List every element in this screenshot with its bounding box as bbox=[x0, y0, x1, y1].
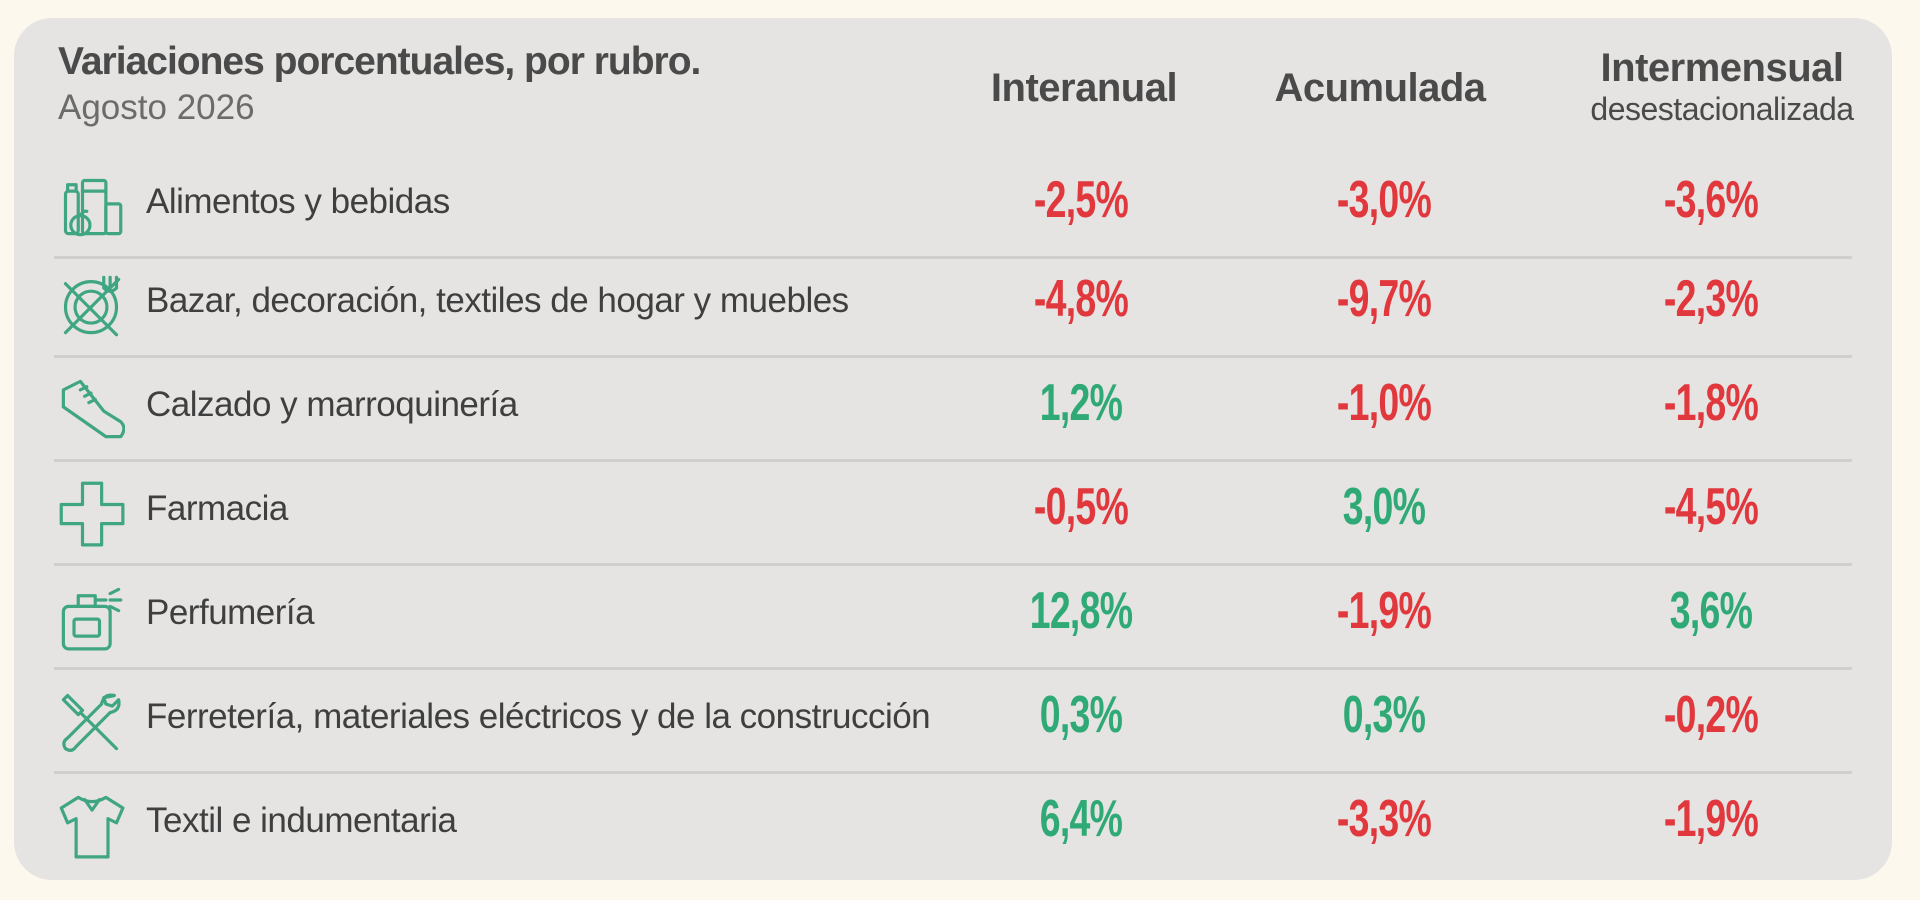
value-cell-col1: -4,8% bbox=[1033, 270, 1129, 328]
value-cell-col3: 3,6% bbox=[1669, 582, 1753, 640]
grocery-icon bbox=[57, 172, 125, 240]
plate-cutlery-icon bbox=[57, 271, 125, 339]
row-divider bbox=[54, 459, 1852, 462]
table-subtitle: Agosto 2026 bbox=[58, 88, 255, 127]
value-cell-col2: -9,7% bbox=[1336, 270, 1432, 328]
value-cell-col2: -3,3% bbox=[1336, 790, 1432, 848]
value-cell-col1: 0,3% bbox=[1039, 686, 1123, 744]
value-cell-col1: 12,8% bbox=[1029, 582, 1133, 640]
value-cell-col3: -0,2% bbox=[1663, 686, 1759, 744]
column-header-intermensual: Intermensual desestacionalizada bbox=[1552, 46, 1892, 128]
table-row: Calzado y marroquinería 1,2% -1,0% -1,8% bbox=[54, 359, 1852, 462]
value-cell-col1: -0,5% bbox=[1033, 478, 1129, 536]
value-cell-col2: -1,9% bbox=[1336, 582, 1432, 640]
row-divider bbox=[54, 771, 1852, 774]
column-header-intermensual-main: Intermensual bbox=[1600, 46, 1844, 90]
value-cell-col1: -2,5% bbox=[1033, 171, 1129, 229]
table-row: Bazar, decoración, textiles de hogar y m… bbox=[54, 255, 1852, 358]
value-cell-col3: -3,6% bbox=[1663, 171, 1759, 229]
row-label: Textil e indumentaria bbox=[146, 801, 457, 840]
value-cell-col3: -4,5% bbox=[1663, 478, 1759, 536]
row-label: Ferretería, materiales eléctricos y de l… bbox=[146, 697, 931, 736]
value-cell-col3: -1,9% bbox=[1663, 790, 1759, 848]
row-label: Calzado y marroquinería bbox=[146, 385, 518, 424]
value-cell-col2: -1,0% bbox=[1336, 374, 1432, 432]
row-divider bbox=[54, 355, 1852, 358]
column-header-acumulada: Acumulada bbox=[1274, 66, 1486, 110]
table-row: Farmacia -0,5% 3,0% -4,5% bbox=[54, 463, 1852, 566]
table-row: Alimentos y bebidas -2,5% -3,0% -3,6% bbox=[54, 156, 1852, 259]
value-cell-col2: 0,3% bbox=[1342, 686, 1426, 744]
row-label: Farmacia bbox=[146, 489, 288, 528]
value-cell-col3: -2,3% bbox=[1663, 270, 1759, 328]
row-label: Perfumería bbox=[146, 593, 315, 632]
shirt-icon bbox=[57, 791, 125, 859]
row-label: Bazar, decoración, textiles de hogar y m… bbox=[146, 281, 849, 320]
perfume-icon bbox=[57, 583, 125, 651]
table-row: Textil e indumentaria 6,4% -3,3% -1,9% bbox=[54, 775, 1852, 878]
table-row: Ferretería, materiales eléctricos y de l… bbox=[54, 671, 1852, 774]
row-divider bbox=[54, 667, 1852, 670]
row-divider bbox=[54, 563, 1852, 566]
pharmacy-cross-icon bbox=[57, 479, 125, 547]
table-card bbox=[14, 18, 1892, 880]
column-header-intermensual-sub: desestacionalizada bbox=[1590, 91, 1854, 127]
tools-icon bbox=[57, 687, 125, 755]
value-cell-col3: -1,8% bbox=[1663, 374, 1759, 432]
shoe-icon bbox=[57, 375, 126, 443]
table-row: Perfumería 12,8% -1,9% 3,6% bbox=[54, 567, 1852, 670]
value-cell-col1: 1,2% bbox=[1039, 374, 1123, 432]
column-header-interanual: Interanual bbox=[990, 66, 1178, 110]
value-cell-col2: 3,0% bbox=[1342, 478, 1426, 536]
value-cell-col2: -3,0% bbox=[1336, 171, 1432, 229]
row-divider bbox=[54, 256, 1852, 259]
row-label: Alimentos y bebidas bbox=[146, 182, 450, 221]
table-title: Variaciones porcentuales, por rubro. bbox=[58, 40, 701, 83]
value-cell-col1: 6,4% bbox=[1039, 790, 1123, 848]
